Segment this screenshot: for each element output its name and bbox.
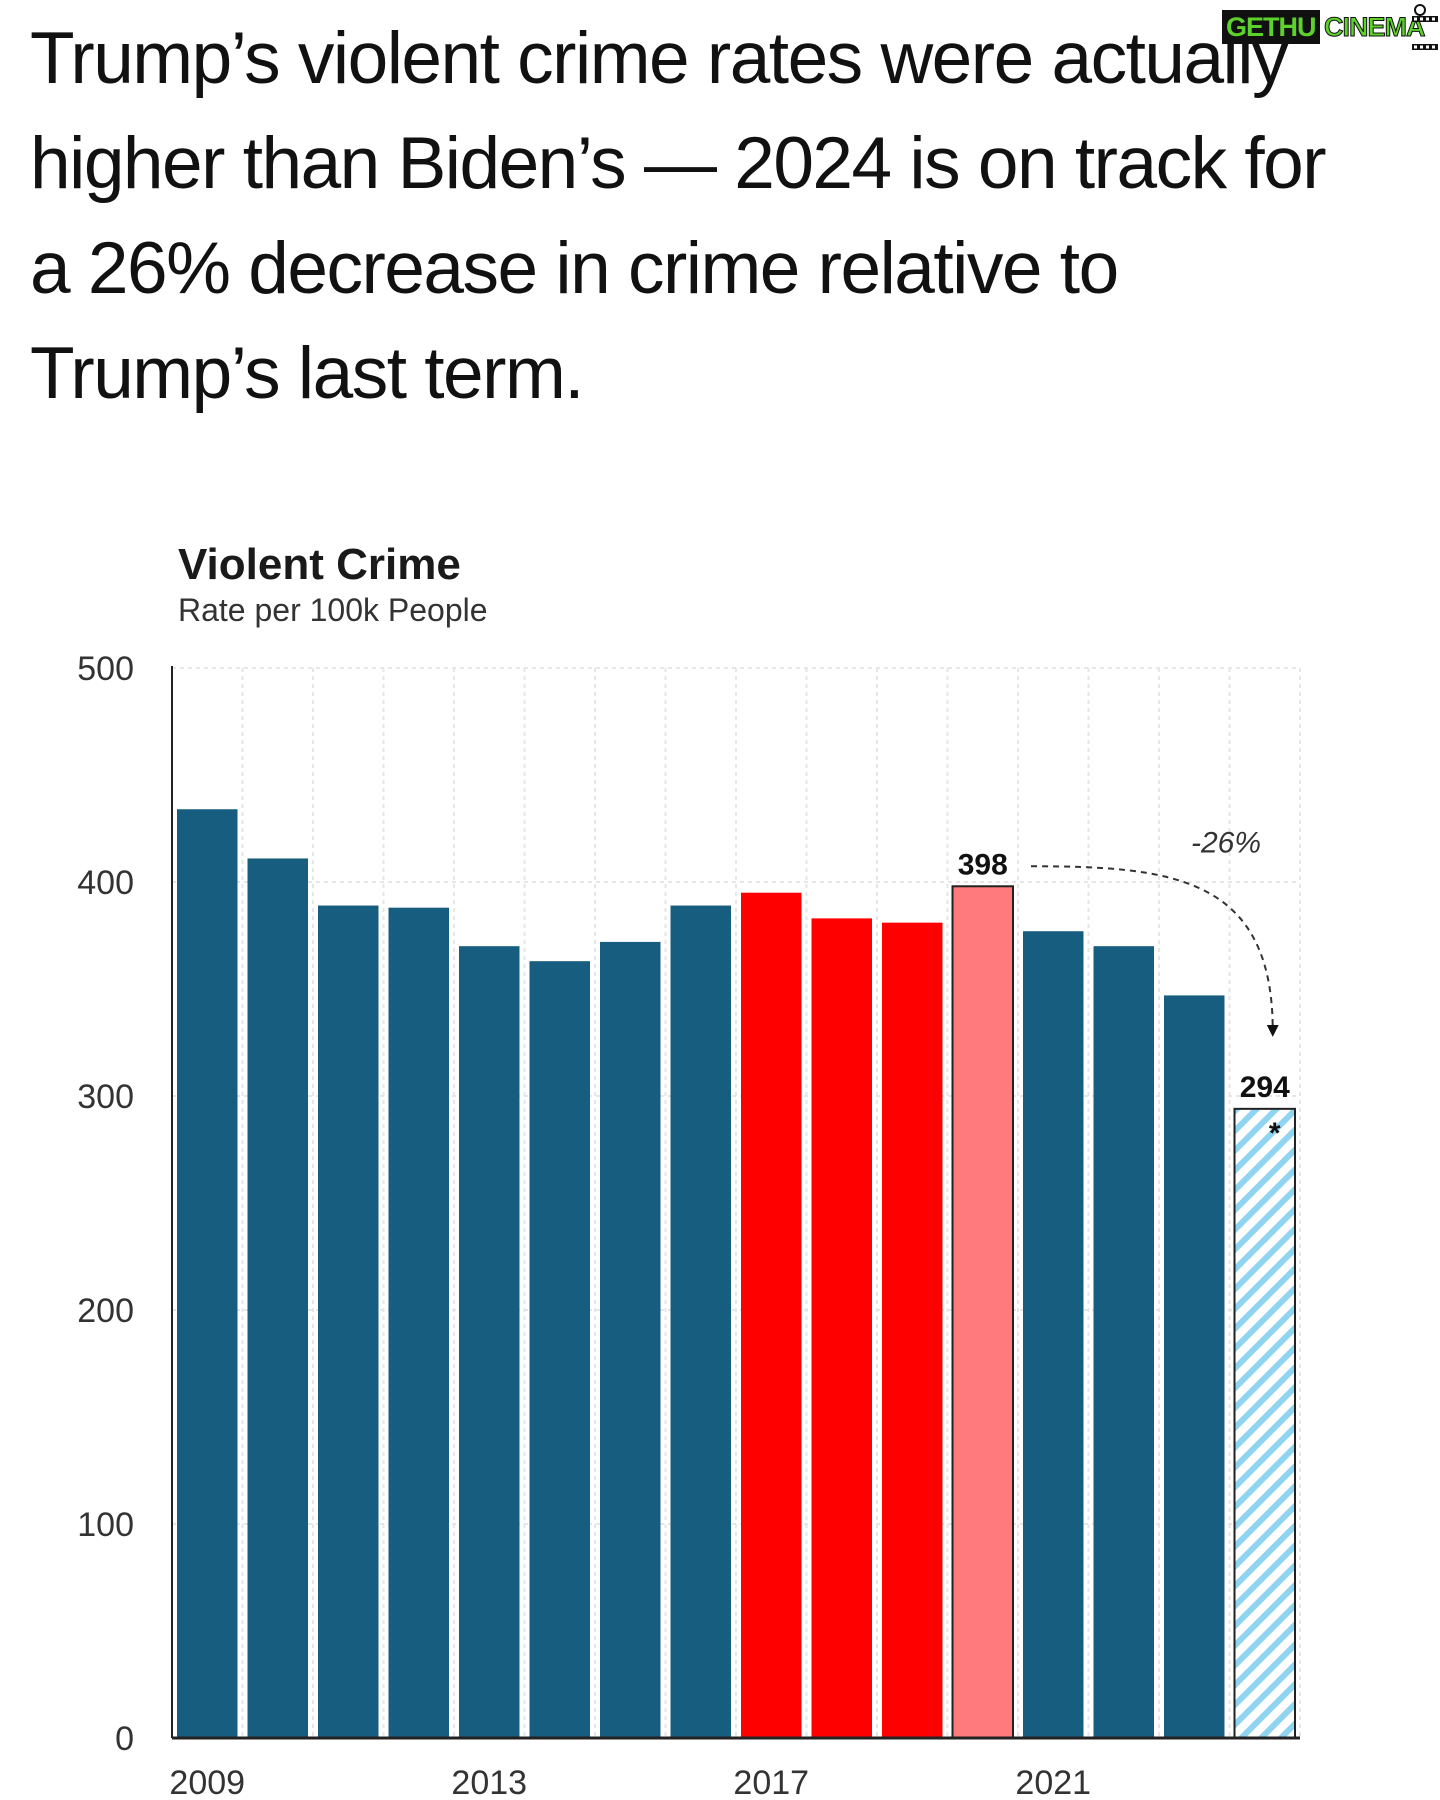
bar-2014 bbox=[529, 961, 590, 1738]
x-tick-label: 2013 bbox=[451, 1764, 527, 1800]
axes bbox=[171, 666, 1300, 1740]
violent-crime-chart: 0 100 200 300 400 500 2009 2013 2017 2021 398 294 -2… bbox=[77, 650, 1301, 1800]
data-label-2020: 398 bbox=[958, 848, 1008, 881]
x-tick-label: 2017 bbox=[733, 1764, 809, 1800]
bar-2020 bbox=[951, 885, 1014, 1739]
bar-2011 bbox=[318, 905, 379, 1738]
change-annotation: -26% bbox=[1191, 826, 1261, 859]
bar-2022 bbox=[1093, 946, 1154, 1738]
headline: Trump’s violent crime rates were actuall… bbox=[30, 18, 1327, 414]
y-tick-label: 500 bbox=[77, 650, 134, 688]
y-tick-label: 100 bbox=[77, 1506, 134, 1544]
x-tick-label: 2021 bbox=[1015, 1764, 1091, 1800]
bar-2018 bbox=[811, 918, 872, 1738]
change-arrow bbox=[1030, 865, 1279, 1037]
bar-2021 bbox=[1023, 931, 1084, 1738]
watermark-logo: GETHU CINEMA bbox=[1222, 4, 1440, 52]
bar-2013 bbox=[459, 946, 520, 1738]
y-tick-label: 400 bbox=[77, 864, 134, 902]
chart-title: Violent Crime bbox=[178, 540, 461, 589]
bar-2010 bbox=[247, 858, 308, 1738]
bar-2016 bbox=[670, 905, 731, 1738]
bar-2015 bbox=[600, 941, 661, 1738]
bars bbox=[177, 809, 1296, 1739]
bar-2009 bbox=[177, 809, 238, 1738]
data-label-2024: 294 bbox=[1240, 1071, 1290, 1104]
bar-2024 bbox=[1233, 1107, 1296, 1739]
bar-2012 bbox=[388, 907, 449, 1738]
x-tick-label: 2009 bbox=[169, 1764, 245, 1800]
y-tick-label: 0 bbox=[115, 1720, 134, 1758]
y-tick-label: 300 bbox=[77, 1078, 134, 1116]
watermark-gethu: GETHU bbox=[1222, 10, 1320, 44]
bar-2023 bbox=[1164, 995, 1225, 1738]
bar-2017 bbox=[741, 892, 802, 1738]
y-tick-label: 200 bbox=[77, 1292, 134, 1330]
projection-asterisk: * bbox=[1269, 1117, 1281, 1150]
bar-2019 bbox=[882, 922, 943, 1738]
film-reel-icon bbox=[1412, 4, 1438, 50]
watermark-cinema: CINEMA bbox=[1324, 12, 1426, 43]
chart-subtitle: Rate per 100k People bbox=[178, 592, 488, 628]
labels: 0 100 200 300 400 500 2009 2013 2017 2021 398 294 -2… bbox=[77, 650, 1290, 1800]
chart-container: 0 100 200 300 400 500 2009 2013 2017 2021 398 294 -2… bbox=[0, 520, 1440, 1800]
